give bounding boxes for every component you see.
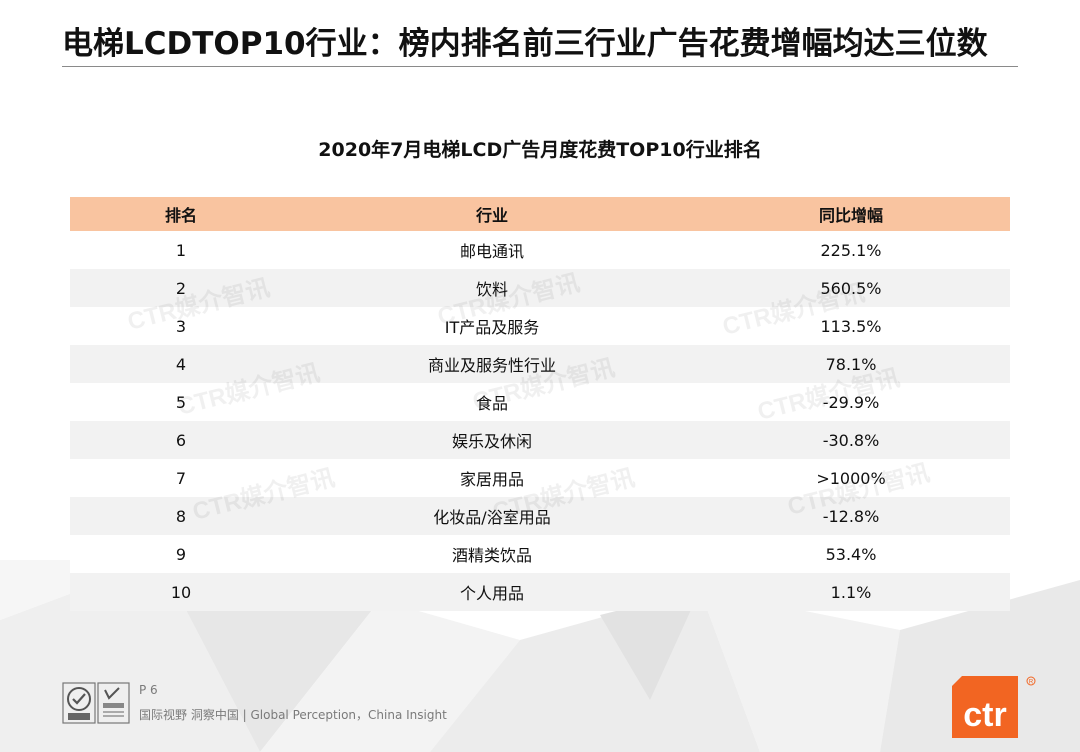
header-rank: 排名 [70,197,292,231]
cell-growth: 560.5% [692,269,1010,307]
cell-industry: 商业及服务性行业 [292,345,692,383]
cell-rank: 5 [70,383,292,421]
cell-growth: >1000% [692,459,1010,497]
ctr-logo-text: ctr [963,696,1006,734]
cell-industry: 娱乐及休闲 [292,421,692,459]
cell-rank: 3 [70,307,292,345]
cell-rank: 4 [70,345,292,383]
table-row: 10 个人用品 1.1% [70,573,1010,611]
table-row: 9 酒精类饮品 53.4% [70,535,1010,573]
cell-industry: 饮料 [292,269,692,307]
table-row: 2 饮料 560.5% [70,269,1010,307]
ctr-logo: ctr R [952,676,1036,738]
cell-rank: 6 [70,421,292,459]
cell-growth: -29.9% [692,383,1010,421]
cell-growth: 113.5% [692,307,1010,345]
cell-rank: 7 [70,459,292,497]
cell-growth: 78.1% [692,345,1010,383]
cell-industry: 酒精类饮品 [292,535,692,573]
table-header-row: 排名 行业 同比增幅 [70,197,1010,231]
page-title: 电梯LCDTOP10行业：榜内排名前三行业广告花费增幅均达三位数 [62,26,988,62]
page-number: P 6 [139,683,158,697]
table-row: 6 娱乐及休闲 -30.8% [70,421,1010,459]
sgs-logo [62,682,96,724]
cell-industry: 化妆品/浴室用品 [292,497,692,535]
table-row: 5 食品 -29.9% [70,383,1010,421]
title-divider [62,66,1018,67]
header-industry: 行业 [292,197,692,231]
table-title: 2020年7月电梯LCD广告月度花费TOP10行业排名 [318,139,762,161]
header-growth: 同比增幅 [692,197,1010,231]
cell-rank: 2 [70,269,292,307]
table-row: 3 IT产品及服务 113.5% [70,307,1010,345]
svg-text:R: R [1029,680,1034,686]
table-row: 4 商业及服务性行业 78.1% [70,345,1010,383]
cell-growth: 225.1% [692,231,1010,269]
cell-growth: -12.8% [692,497,1010,535]
ukas-logo [97,682,130,724]
cell-industry: 食品 [292,383,692,421]
ranking-table: 排名 行业 同比增幅 1 邮电通讯 225.1% 2 饮料 560.5% 3 I… [70,197,1010,611]
cell-industry: 个人用品 [292,573,692,611]
certification-logos [62,682,130,724]
cell-industry: 家居用品 [292,459,692,497]
table-row: 8 化妆品/浴室用品 -12.8% [70,497,1010,535]
cell-rank: 8 [70,497,292,535]
cell-industry: 邮电通讯 [292,231,692,269]
cell-growth: 1.1% [692,573,1010,611]
cell-rank: 10 [70,573,292,611]
table-row: 1 邮电通讯 225.1% [70,231,1010,269]
table-row: 7 家居用品 >1000% [70,459,1010,497]
cell-industry: IT产品及服务 [292,307,692,345]
footer-tagline: 国际视野 洞察中国 | Global Perception，China Insi… [139,708,447,722]
cell-growth: 53.4% [692,535,1010,573]
cell-growth: -30.8% [692,421,1010,459]
cell-rank: 9 [70,535,292,573]
cell-rank: 1 [70,231,292,269]
